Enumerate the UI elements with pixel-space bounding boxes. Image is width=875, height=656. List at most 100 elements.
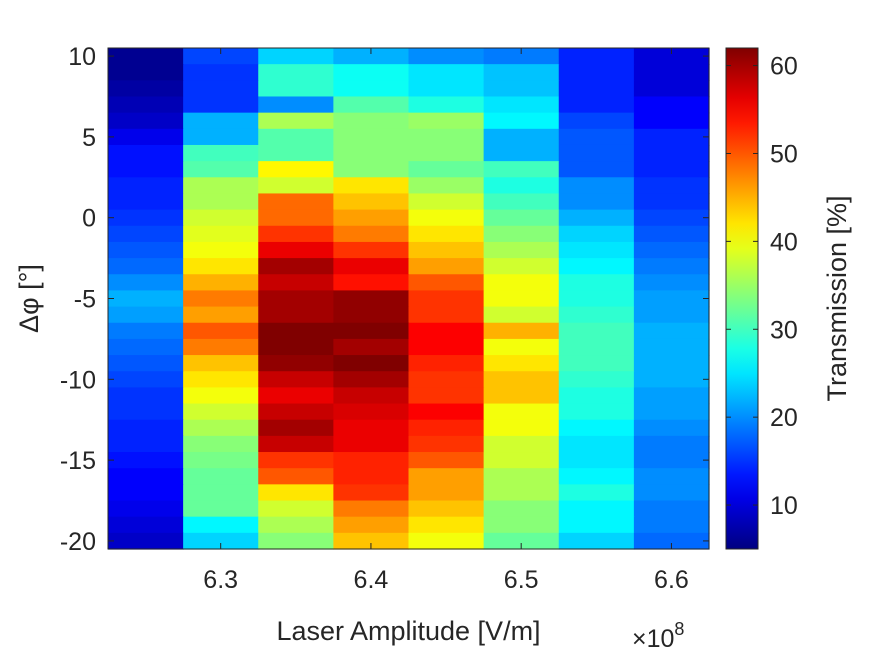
heatmap-cell	[258, 322, 334, 340]
heatmap-cell	[108, 209, 184, 227]
heatmap-cell	[483, 371, 560, 388]
heatmap-cell	[333, 96, 410, 114]
heatmap-cell	[333, 241, 410, 259]
heatmap-cell	[183, 128, 259, 146]
heatmap-cell	[258, 403, 334, 421]
heatmap-cell	[258, 338, 334, 356]
heatmap-cell	[483, 274, 560, 292]
heatmap-cell	[408, 96, 485, 114]
heatmap-cell	[408, 452, 485, 469]
heatmap-cell	[483, 290, 560, 308]
heatmap-cell	[408, 80, 485, 98]
heatmap-cell	[333, 258, 410, 275]
heatmap-cell	[408, 355, 485, 372]
y-tick-label: -15	[60, 447, 96, 475]
heatmap-cell	[483, 532, 560, 550]
heatmap-cell	[558, 338, 635, 356]
heatmap-cell	[633, 225, 710, 243]
heatmap-cell	[108, 258, 184, 275]
heatmap-cell	[183, 355, 259, 372]
heatmap-cell	[333, 468, 410, 485]
heatmap-cell	[108, 274, 184, 292]
heatmap-cell	[183, 532, 259, 550]
heatmap-cell	[108, 48, 184, 65]
heatmap-cell	[483, 435, 560, 453]
heatmap-cell	[108, 322, 184, 340]
heatmap-cell	[183, 96, 259, 114]
heatmap-cell	[183, 64, 259, 81]
heatmap-cell	[183, 371, 259, 388]
heatmap-cell	[558, 96, 635, 114]
heatmap-cell	[333, 144, 410, 162]
heatmap-cell	[558, 80, 635, 98]
heatmap-cell	[558, 516, 635, 534]
heatmap-cell	[333, 290, 410, 308]
heatmap-cell	[108, 387, 184, 405]
heatmap-cell	[183, 322, 259, 340]
heatmap-cell	[333, 161, 410, 178]
heatmap-cell	[558, 128, 635, 146]
heatmap-cell	[408, 161, 485, 178]
heatmap-cell	[183, 241, 259, 259]
heatmap-cell	[183, 258, 259, 275]
heatmap-cell	[108, 64, 184, 81]
heatmap-cell	[108, 532, 184, 550]
heatmap-cell	[183, 48, 259, 65]
heatmap-cell	[108, 161, 184, 178]
heatmap-cell	[258, 290, 334, 308]
x-axis-multiplier-exponent: 8	[674, 619, 684, 639]
heatmap-cell	[483, 387, 560, 405]
heatmap-cell	[258, 387, 334, 405]
heatmap-cell	[633, 452, 710, 469]
heatmap-cell	[183, 500, 259, 518]
heatmap-cell	[633, 484, 710, 502]
heatmap-cell	[183, 516, 259, 534]
y-axis-ticks: 10 5 0 -5 -10 -15 -20	[60, 43, 709, 556]
heatmap-cell	[108, 516, 184, 534]
heatmap-cell	[633, 500, 710, 518]
heatmap-cell	[633, 306, 710, 324]
heatmap-cell	[108, 355, 184, 372]
heatmap-cell	[108, 144, 184, 162]
heatmap-cell	[408, 435, 485, 453]
heatmap-cell	[483, 128, 560, 146]
heatmap-cell	[258, 452, 334, 469]
heatmap-cell	[258, 80, 334, 98]
heatmap-cell	[183, 144, 259, 162]
x-tick-label: 6.5	[504, 566, 539, 594]
heatmap-cell	[633, 419, 710, 437]
heatmap-cell	[408, 500, 485, 518]
heatmap-cell	[633, 64, 710, 81]
heatmap-cell	[483, 241, 560, 259]
heatmap-cell	[183, 193, 259, 211]
colorbar-tick-label: 50	[770, 140, 798, 168]
heatmap-cell	[333, 209, 410, 227]
heatmap-cell	[408, 338, 485, 356]
heatmap-cell	[258, 484, 334, 502]
heatmap-cell	[633, 258, 710, 275]
heatmap-cell	[408, 387, 485, 405]
heatmap-cell	[408, 290, 485, 308]
heatmap-cell	[333, 80, 410, 98]
heatmap-cell	[633, 274, 710, 292]
heatmap-cell	[558, 209, 635, 227]
heatmap-cell	[258, 209, 334, 227]
heatmap-cell	[183, 290, 259, 308]
heatmap-cell	[108, 435, 184, 453]
heatmap-cell	[483, 48, 560, 65]
heatmap-cell	[483, 500, 560, 518]
heatmap-cell	[108, 419, 184, 437]
heatmap-cell	[258, 468, 334, 485]
heatmap-cell	[558, 258, 635, 275]
heatmap-cell	[633, 144, 710, 162]
heatmap-cell	[258, 500, 334, 518]
heatmap-cell	[633, 209, 710, 227]
heatmap-cell	[558, 468, 635, 485]
x-tick-label: 6.4	[354, 566, 389, 594]
heatmap-cell	[258, 435, 334, 453]
heatmap-cell	[183, 435, 259, 453]
heatmap-cell	[108, 80, 184, 98]
heatmap-cell	[183, 452, 259, 469]
heatmap-cell	[408, 209, 485, 227]
heatmap-cell	[633, 468, 710, 485]
